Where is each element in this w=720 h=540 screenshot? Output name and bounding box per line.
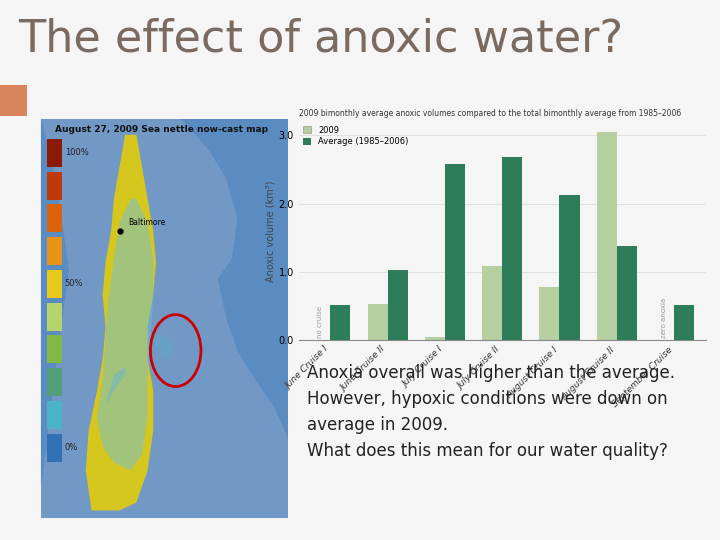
Y-axis label: Anoxic volume (km³): Anoxic volume (km³)	[266, 180, 276, 281]
Polygon shape	[86, 135, 156, 510]
Bar	[41, 119, 288, 518]
Bar	[387, 270, 408, 340]
Bar	[503, 157, 522, 340]
Bar	[445, 164, 465, 340]
Bar	[0, 85, 27, 116]
Bar	[47, 335, 62, 363]
Bar	[47, 139, 62, 167]
Bar	[617, 246, 637, 340]
Bar	[539, 287, 559, 340]
Text: 0%: 0%	[65, 443, 78, 452]
Polygon shape	[97, 199, 153, 470]
Text: 2009 bimonthly average anoxic volumes compared to the total bimonthly average fr: 2009 bimonthly average anoxic volumes co…	[299, 109, 681, 118]
Bar	[425, 338, 445, 340]
Text: Baltimore: Baltimore	[128, 218, 165, 227]
Bar	[41, 119, 288, 518]
Bar	[47, 368, 62, 396]
Bar	[47, 172, 62, 199]
Polygon shape	[41, 119, 69, 518]
Bar	[47, 204, 62, 232]
Bar	[47, 237, 62, 265]
Text: no cruise: no cruise	[318, 306, 323, 338]
Polygon shape	[181, 119, 288, 438]
Bar	[674, 305, 694, 340]
Text: zero anoxia: zero anoxia	[661, 298, 667, 338]
Text: 100%: 100%	[65, 148, 89, 157]
Bar	[47, 401, 62, 429]
Polygon shape	[106, 367, 125, 407]
Text: August 27, 2009 Sea nettle now-cast map: August 27, 2009 Sea nettle now-cast map	[55, 125, 268, 134]
Text: Anoxia overall was higher than the average.
However, hypoxic conditions were dow: Anoxia overall was higher than the avera…	[307, 364, 675, 460]
Legend: 2009, Average (1985–2006): 2009, Average (1985–2006)	[303, 126, 408, 146]
Bar	[482, 266, 503, 340]
Text: 50%: 50%	[65, 279, 84, 288]
Bar	[47, 270, 62, 298]
Bar	[330, 305, 351, 340]
Bar	[47, 302, 62, 330]
Bar	[367, 304, 387, 340]
Bar	[559, 195, 580, 340]
Polygon shape	[153, 335, 176, 359]
Bar	[597, 132, 617, 340]
Text: The effect of anoxic water?: The effect of anoxic water?	[18, 17, 623, 60]
Bar	[47, 434, 62, 462]
